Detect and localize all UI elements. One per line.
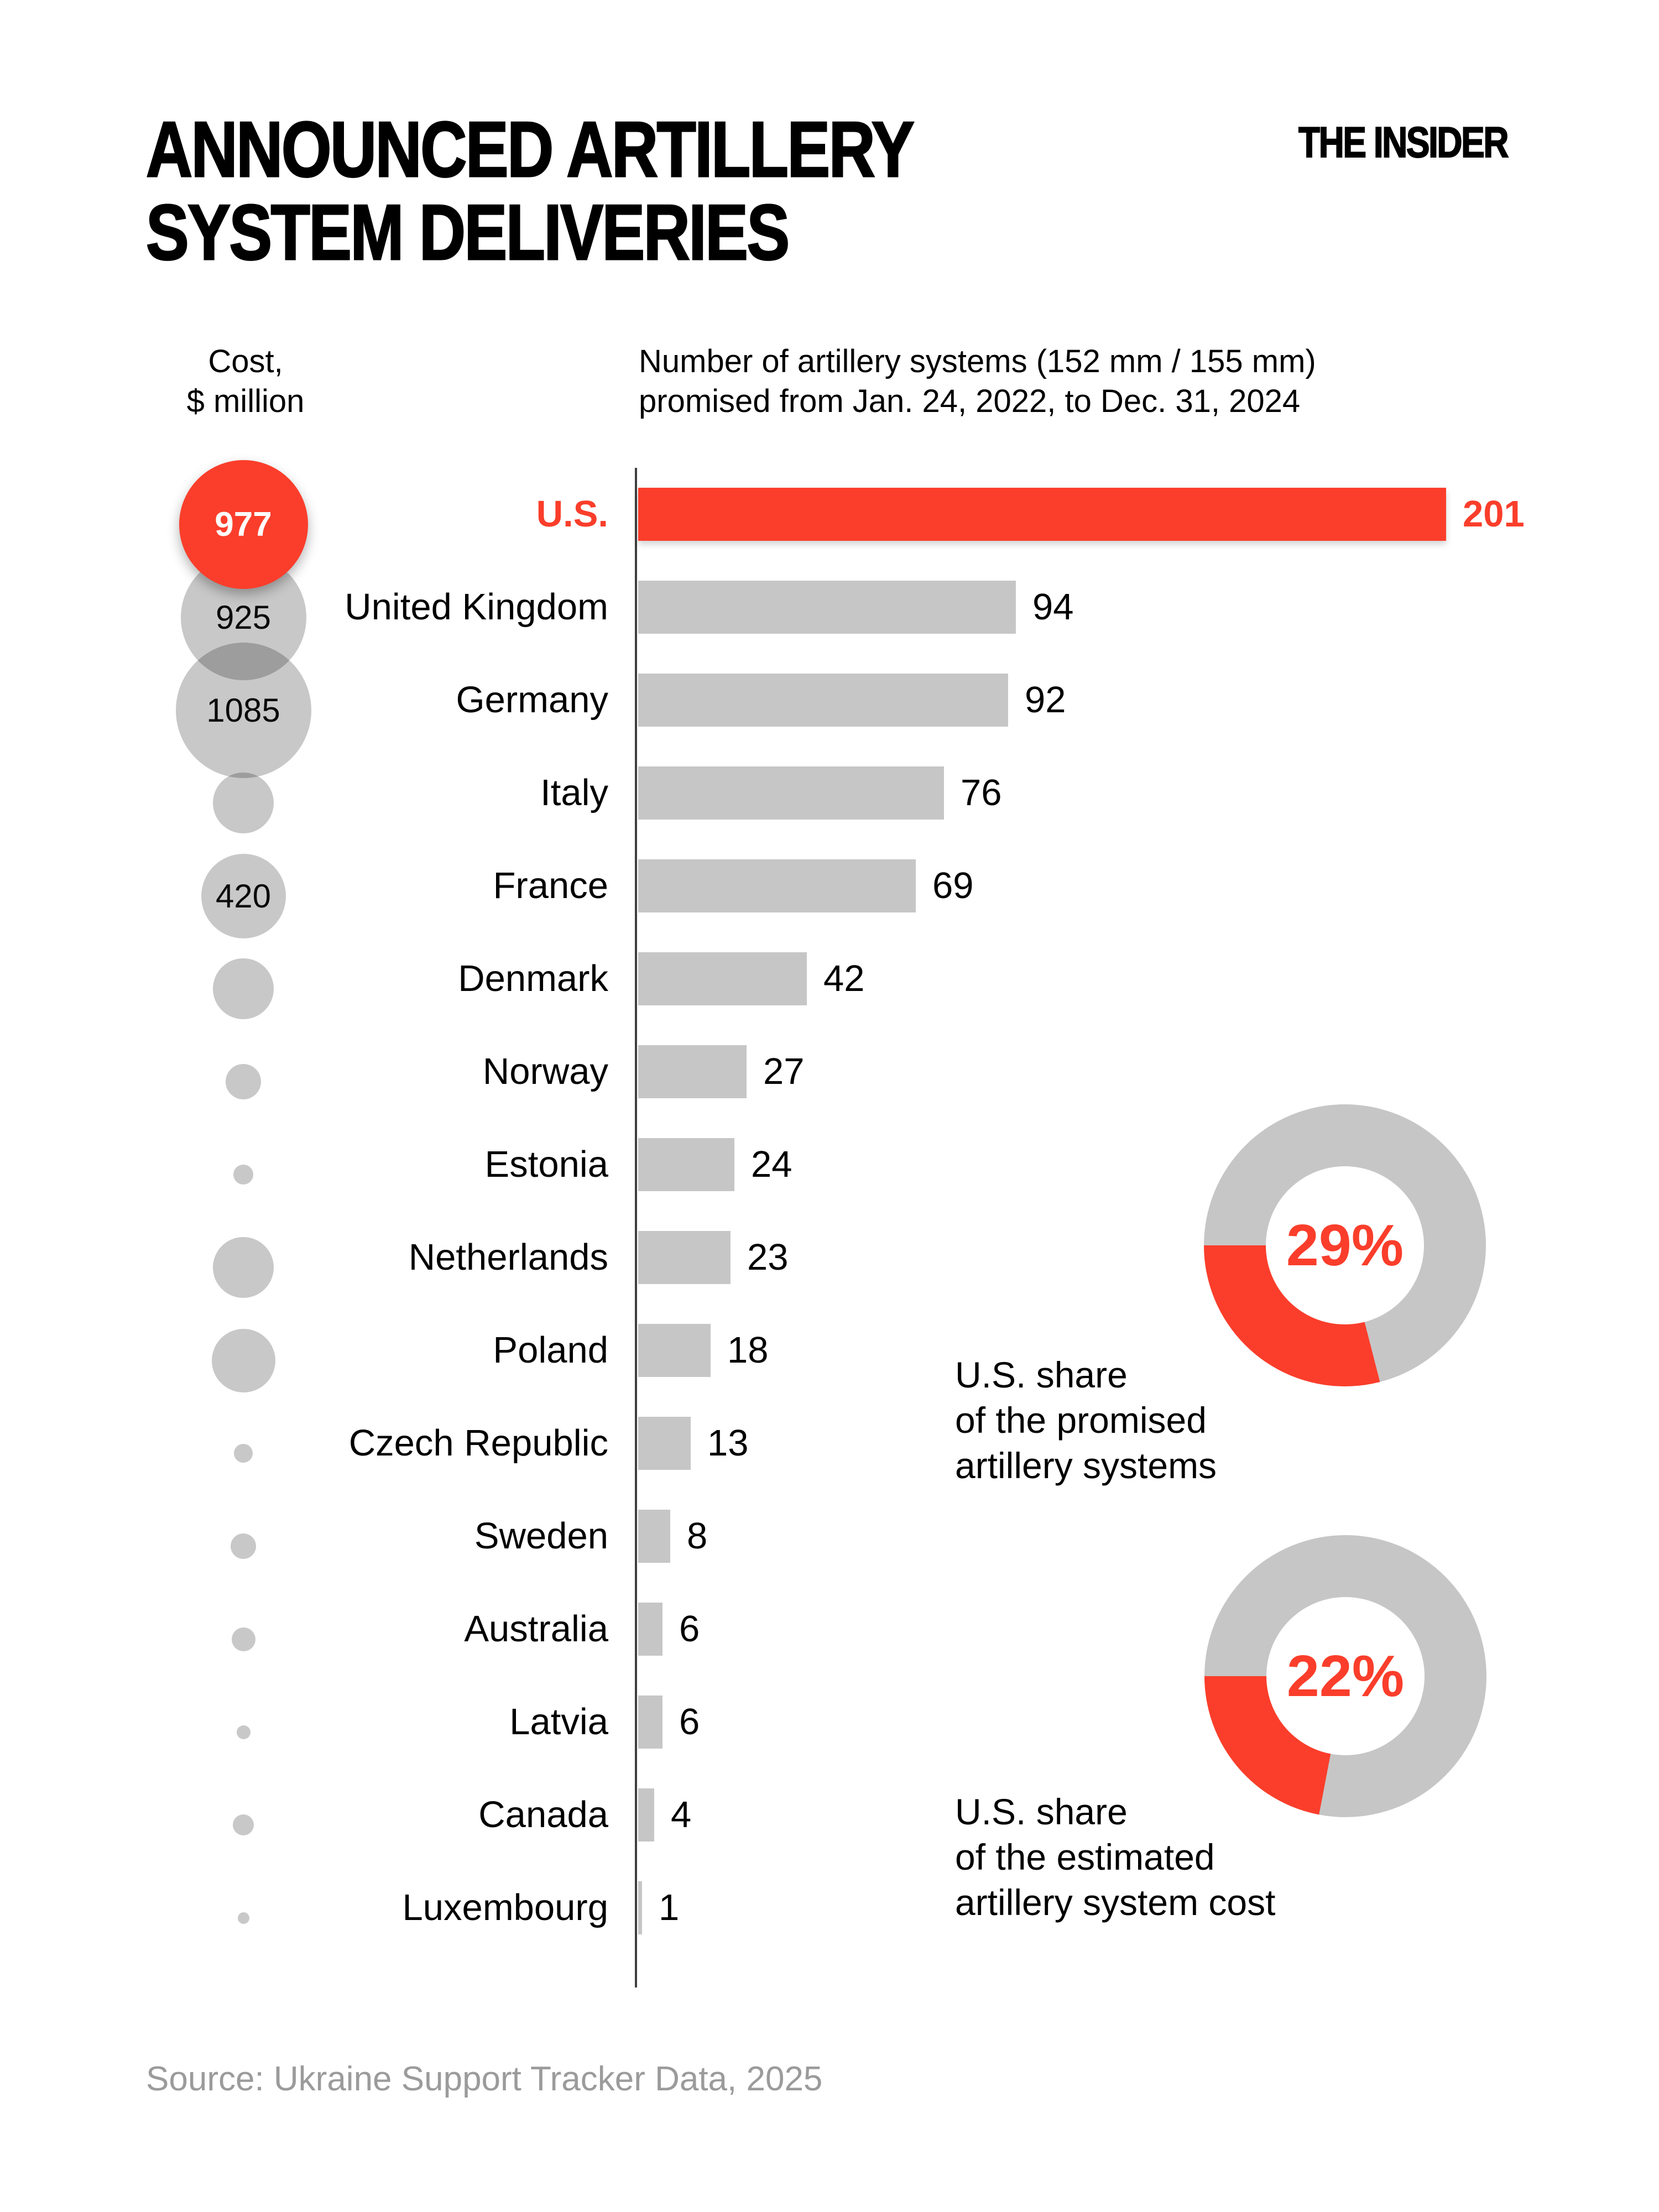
country-label: Norway — [482, 1051, 608, 1092]
bar-value-label: 94 — [1032, 586, 1074, 628]
cost-bubble — [234, 1444, 253, 1463]
value-bar — [638, 674, 1008, 727]
cost-bubble — [236, 1725, 251, 1739]
cost-bubble-value: 420 — [215, 877, 272, 915]
bar-value-label: 23 — [747, 1237, 789, 1278]
bar-value-label: 69 — [932, 865, 974, 906]
value-bar — [638, 1138, 734, 1191]
value-bar — [638, 1603, 662, 1656]
bar-value-label: 201 — [1463, 493, 1525, 535]
donut-promised-share-label: U.S. share of the promised artillery sys… — [955, 1354, 1217, 1486]
cost-column-header: Cost, $ million — [186, 343, 305, 419]
value-bar — [638, 1324, 711, 1377]
value-bar — [638, 581, 1016, 634]
cost-bubble — [231, 1533, 256, 1559]
value-bar — [638, 1695, 662, 1749]
country-label: United Kingdom — [345, 586, 608, 628]
country-label: Latvia — [509, 1701, 608, 1743]
country-label: Estonia — [484, 1144, 608, 1185]
bars-column-header: Number of artillery systems (152 mm / 15… — [639, 343, 1316, 419]
cost-bubble — [231, 1627, 255, 1651]
page-title: ANNOUNCED ARTILLERY SYSTEM DELIVERIES — [145, 106, 915, 276]
bar-value-label: 6 — [679, 1701, 700, 1743]
bar-value-label: 4 — [671, 1794, 692, 1835]
country-label: Netherlands — [408, 1237, 608, 1278]
donut-hole — [1266, 1166, 1424, 1324]
country-label: U.S. — [536, 493, 608, 535]
cost-bubble: 1085 — [175, 642, 311, 778]
country-label: Canada — [478, 1794, 608, 1835]
value-bar — [638, 1881, 642, 1934]
bar-value-label: 27 — [763, 1051, 805, 1092]
country-label: Czech Republic — [348, 1422, 608, 1464]
value-bar — [638, 1417, 691, 1470]
bar-value-label: 92 — [1025, 679, 1066, 721]
value-bar — [638, 1510, 670, 1563]
country-label: Luxembourg — [402, 1887, 608, 1928]
cost-bubble — [211, 1328, 275, 1392]
value-bar — [638, 1788, 654, 1841]
value-bar — [638, 766, 944, 820]
cost-bubble — [233, 1165, 253, 1185]
bar-value-label: 6 — [679, 1608, 700, 1650]
donut-cost-share-value: 22% — [1286, 1643, 1405, 1709]
cost-bubble — [233, 1814, 254, 1835]
brand-logo: THE INSIDER — [1298, 117, 1509, 167]
donut-cost-share-label: U.S. share of the estimated artillery sy… — [955, 1791, 1276, 1923]
country-label: Italy — [540, 772, 608, 813]
donut-promised-share: 29% — [1204, 1104, 1486, 1386]
value-bar — [638, 952, 807, 1005]
bar-value-label: 42 — [823, 958, 865, 999]
bar-value-label: 8 — [687, 1515, 708, 1557]
donut-promised-share-value: 29% — [1286, 1212, 1404, 1278]
cost-bubble — [213, 1237, 274, 1298]
page-title-line2: SYSTEM DELIVERIES — [145, 189, 791, 276]
cost-bubble-value: 925 — [215, 598, 272, 636]
cost-bubble — [237, 1912, 249, 1924]
country-label: Poland — [493, 1329, 608, 1371]
bar-value-label: 13 — [707, 1422, 749, 1464]
page-title-line1: ANNOUNCED ARTILLERY — [145, 106, 915, 194]
country-label: Denmark — [458, 958, 608, 999]
bar-value-label: 1 — [659, 1887, 680, 1928]
cost-bubble — [226, 1064, 261, 1099]
bar-value-label: 76 — [961, 772, 1002, 813]
country-label: Germany — [456, 679, 608, 721]
bar-value-label: 24 — [751, 1144, 792, 1185]
cost-bubble-value: 977 — [215, 505, 272, 544]
cost-bubble — [213, 958, 274, 1019]
cost-bubble: 420 — [201, 853, 286, 938]
source-note: Source: Ukraine Support Tracker Data, 20… — [146, 2060, 823, 2098]
value-bar — [638, 1045, 747, 1098]
bar-value-label: 18 — [727, 1329, 769, 1371]
country-label: France — [493, 865, 608, 906]
country-label: Sweden — [474, 1515, 608, 1557]
value-bar — [638, 859, 916, 912]
cost-bubble: 977 — [179, 460, 308, 589]
axis-line — [635, 468, 637, 1987]
country-label: Australia — [464, 1608, 608, 1650]
cost-bubble-value: 1085 — [206, 691, 280, 729]
donut-hole — [1266, 1597, 1425, 1755]
donut-cost-share: 22% — [1204, 1535, 1486, 1817]
value-bar — [638, 1231, 731, 1284]
value-bar — [638, 488, 1446, 541]
cost-bubble — [213, 773, 274, 833]
